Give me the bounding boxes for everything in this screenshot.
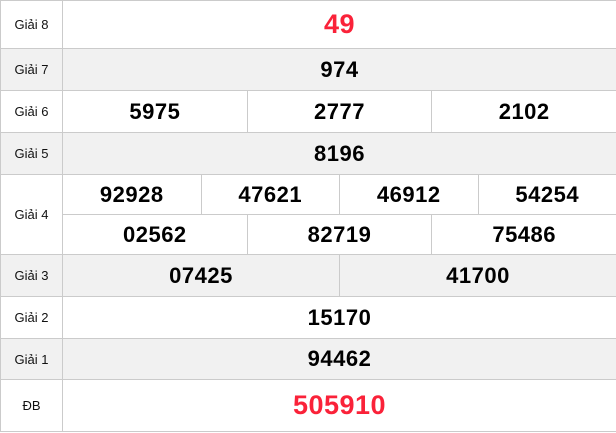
prize-label: Giải 8 [1, 1, 63, 48]
prize-label: Giải 5 [1, 133, 63, 174]
prize-number: 82719 [246, 215, 432, 254]
table-row-giai-6: Giải 6 5975 2777 2102 [1, 91, 616, 133]
prize-number: 75486 [431, 215, 616, 254]
prize-label: Giải 2 [1, 297, 63, 338]
table-row-db: ĐB 505910 [1, 380, 616, 432]
table-row-giai-2: Giải 2 15170 [1, 297, 616, 339]
prize-label: Giải 3 [1, 255, 63, 296]
prize-number: 2777 [246, 91, 432, 132]
prize-number: 47621 [200, 175, 340, 214]
prize-number: 49 [323, 9, 356, 39]
prize-number: 15170 [307, 304, 372, 330]
table-row-giai-5: Giải 5 8196 [1, 133, 616, 175]
prize-number: 46912 [339, 175, 478, 214]
prize-number: 92928 [99, 181, 164, 207]
table-row-giai-3: Giải 3 07425 41700 [1, 255, 616, 297]
table-row-giai-8: Giải 8 49 [1, 1, 616, 49]
prize-number: 505910 [292, 390, 387, 420]
prize-number: 02562 [122, 221, 187, 247]
table-row-giai-1: Giải 1 94462 [1, 339, 616, 380]
prize-number: 41700 [339, 255, 616, 296]
table-row-giai-7: Giải 7 974 [1, 49, 616, 91]
prize-number: 2102 [431, 91, 616, 132]
prize-label: Giải 4 [1, 175, 63, 254]
table-row-giai-4: Giải 4 92928 47621 46912 54254 02562 827… [1, 175, 616, 255]
prize-number: 5975 [129, 98, 181, 124]
prize-number: 54254 [477, 175, 616, 214]
prize-label: ĐB [1, 380, 63, 431]
prize-label: Giải 1 [1, 339, 63, 379]
prize-label: Giải 6 [1, 91, 63, 132]
prize-number: 8196 [314, 140, 365, 166]
prize-number: 974 [320, 56, 359, 82]
prize-label: Giải 7 [1, 49, 63, 90]
prize-number: 94462 [307, 346, 372, 371]
prize-number: 07425 [169, 262, 233, 288]
